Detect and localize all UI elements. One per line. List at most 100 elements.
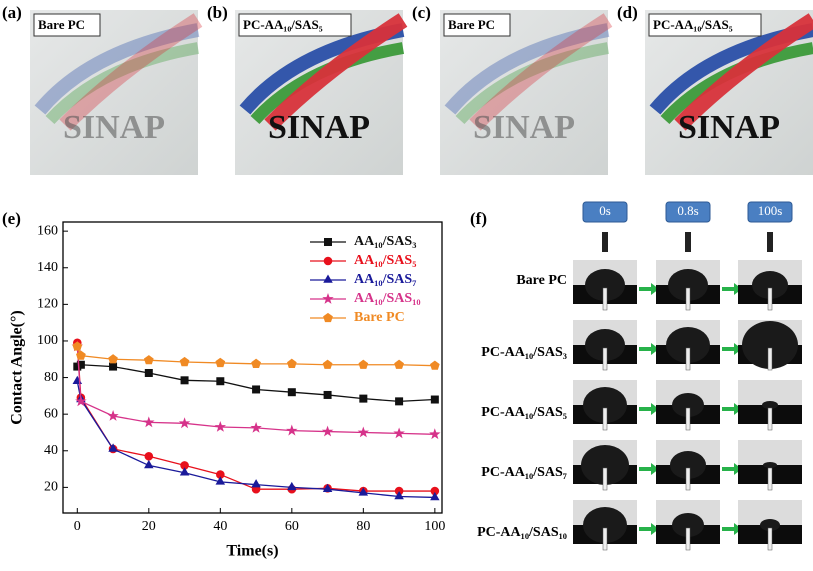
marker <box>72 341 83 351</box>
marker <box>180 376 189 385</box>
droplet <box>672 513 704 537</box>
marker <box>108 354 118 364</box>
series-line <box>76 346 435 367</box>
series-line <box>76 381 435 499</box>
time-label: 0.8s <box>677 203 698 218</box>
needle <box>602 347 608 371</box>
time-label: 0s <box>599 203 611 218</box>
x-tick-label: 80 <box>356 519 370 534</box>
marker <box>394 490 404 500</box>
marker <box>286 424 298 436</box>
marker <box>214 420 227 432</box>
droplet <box>666 327 710 363</box>
x-tick-label: 0 <box>74 519 81 534</box>
panel-tag: (c) <box>412 3 431 22</box>
marker <box>430 360 440 370</box>
needle <box>767 232 773 252</box>
row-label: PC-AA₁₀/SAS₃ <box>481 345 567 360</box>
droplet <box>581 445 629 485</box>
photo-label-box <box>648 13 762 37</box>
marker <box>75 395 87 407</box>
marker <box>178 417 191 429</box>
photo-label-box <box>238 13 352 37</box>
photo-label: PC-AA₁₀/SAS₅ <box>653 17 733 32</box>
marker <box>108 443 118 452</box>
series-line <box>76 346 435 435</box>
marker <box>215 476 226 485</box>
series-line <box>77 364 435 403</box>
marker <box>395 397 404 406</box>
marker <box>323 390 332 399</box>
droplet <box>742 321 798 369</box>
arrow <box>722 283 742 295</box>
marker <box>109 362 118 371</box>
x-axis-label: Time(s) <box>226 543 278 560</box>
marker <box>179 467 190 476</box>
marker <box>107 409 119 421</box>
row-label: PC-AA₁₀/SAS₅ <box>481 405 567 420</box>
stripe <box>59 13 203 131</box>
marker <box>322 483 333 492</box>
x-tick-label: 40 <box>213 519 227 534</box>
marker <box>359 394 368 403</box>
legend-label: AA₁₀/SAS₃ <box>354 234 416 249</box>
panel-tag: (f) <box>470 209 487 228</box>
marker <box>76 360 85 369</box>
needle <box>767 347 773 371</box>
stripe <box>444 23 610 115</box>
photo-label: PC-AA₁₀/SAS₅ <box>243 17 323 32</box>
marker <box>321 425 334 437</box>
time-box <box>747 201 793 223</box>
legend-label: AA₁₀/SAS₇ <box>354 272 416 287</box>
stripe <box>45 42 200 125</box>
time-label: 100s <box>758 203 783 218</box>
marker <box>430 491 440 501</box>
y-tick-label: 40 <box>44 443 58 458</box>
marker <box>357 426 370 438</box>
droplet <box>672 393 704 417</box>
legend-label: Bare PC <box>354 310 405 325</box>
panel-tag: (b) <box>207 3 228 22</box>
legend-label: AA₁₀/SAS₁₀ <box>354 291 421 306</box>
marker <box>143 355 154 365</box>
droplet <box>583 387 627 423</box>
marker <box>287 481 297 491</box>
photo-label: Bare PC <box>38 17 85 32</box>
row-label: Bare PC <box>516 273 567 288</box>
row-label: PC-AA₁₀/SAS₇ <box>481 465 567 480</box>
marker <box>323 256 333 266</box>
marker <box>251 358 261 368</box>
droplet <box>668 269 708 301</box>
y-tick-label: 60 <box>44 406 58 421</box>
arrow <box>722 463 742 475</box>
marker <box>324 238 332 246</box>
needle <box>767 407 773 431</box>
droplet <box>760 519 780 531</box>
arrow <box>722 403 742 415</box>
marker <box>287 358 297 368</box>
marker <box>323 274 333 283</box>
marker <box>250 421 262 433</box>
photo-label-box <box>33 13 101 37</box>
panel-tag: (e) <box>2 209 21 228</box>
marker <box>144 459 154 469</box>
arrow <box>639 343 659 355</box>
droplet <box>763 462 777 468</box>
time-box <box>582 201 628 223</box>
y-tick-label: 20 <box>44 480 58 495</box>
arrow <box>639 403 659 415</box>
marker <box>430 395 439 404</box>
y-tick-label: 160 <box>37 223 58 238</box>
needle <box>685 407 691 431</box>
marker <box>76 350 86 360</box>
x-tick-label: 100 <box>424 519 445 534</box>
marker <box>287 388 296 397</box>
droplet <box>585 269 625 301</box>
needle <box>602 527 608 551</box>
stripe <box>34 23 200 115</box>
needle <box>685 527 691 551</box>
marker <box>322 359 333 369</box>
row-label: PC-AA₁₀/SAS₁₀ <box>477 525 567 540</box>
panel-tag: (d) <box>617 3 638 22</box>
y-tick-label: 140 <box>37 260 58 275</box>
